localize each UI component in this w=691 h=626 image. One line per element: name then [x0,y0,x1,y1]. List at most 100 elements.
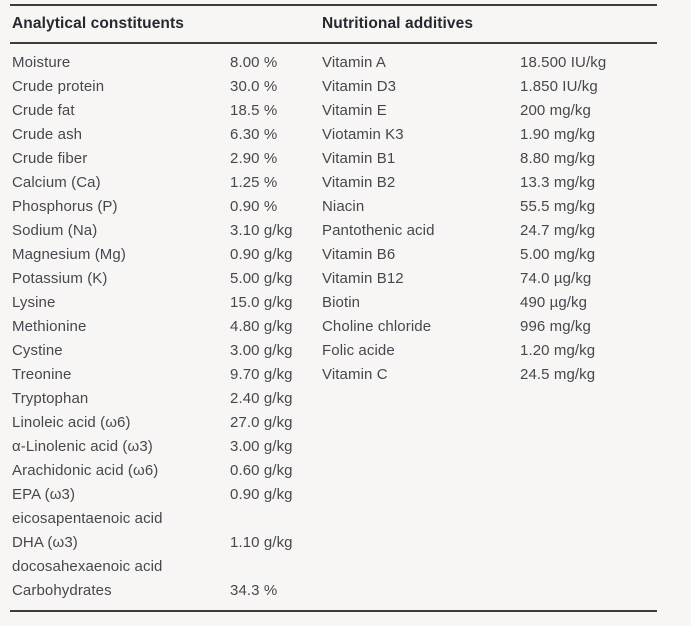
table-row: Pantothenic acid 24.7 mg/kg [322,218,657,242]
table-row: Vitamin B2 13.3 mg/kg [322,170,657,194]
additive-label: Vitamin B1 [322,149,396,167]
additive-label: Vitamin D3 [322,77,397,95]
constituent-value: 30.0 % [230,77,278,95]
constituent-label: Sodium (Na) [12,221,98,239]
constituent-value: 4.80 g/kg [230,317,293,335]
constituent-value: 1.10 g/kg [230,533,293,551]
table-row: Cystine 3.00 g/kg [10,338,322,362]
additive-label: Pantothenic acid [322,221,435,239]
table-row: DHA (ω3) 1.10 g/kg [10,530,322,554]
constituent-value: 27.0 g/kg [230,413,293,431]
constituent-label: Tryptophan [12,389,89,407]
table-row: Crude protein 30.0 % [10,74,322,98]
table-row: eicosapentaenoic acid [10,506,322,530]
analytical-constituents-column: Moisture 8.00 % Crude protein 30.0 % Cru… [10,50,322,602]
table-row: Viotamin K3 1.90 mg/kg [322,122,657,146]
additive-value: 13.3 mg/kg [520,173,596,191]
table-row: Treonine 9.70 g/kg [10,362,322,386]
constituent-label: DHA (ω3) [12,533,78,551]
additive-value: 8.80 mg/kg [520,149,596,167]
table-row: Lysine 15.0 g/kg [10,290,322,314]
additive-value: 18.500 IU/kg [520,53,607,71]
constituent-value: 2.90 % [230,149,278,167]
constituent-label: Treonine [12,365,72,383]
additive-value: 490 µg/kg [520,293,588,311]
constituent-label: Magnesium (Mg) [12,245,126,263]
additive-value: 55.5 mg/kg [520,197,596,215]
constituent-label: Crude fiber [12,149,88,167]
constituent-label: Crude protein [12,77,105,95]
constituent-label: Linoleic acid (ω6) [12,413,131,431]
constituent-label: Arachidonic acid (ω6) [12,461,159,479]
constituent-value: 18.5 % [230,101,278,119]
constituent-value: 0.60 g/kg [230,461,293,479]
column-header-analytical-constituents: Analytical constituents [12,15,184,32]
additive-value: 74.0 µg/kg [520,269,592,287]
table-row: Methionine 4.80 g/kg [10,314,322,338]
additive-label: Vitamin B2 [322,173,396,191]
constituent-value: 1.25 % [230,173,278,191]
constituent-value: 0.90 g/kg [230,485,293,503]
constituent-label: Phosphorus (P) [12,197,118,215]
constituent-value: 0.90 % [230,197,278,215]
table-row: Moisture 8.00 % [10,50,322,74]
additive-label: Biotin [322,293,361,311]
additive-label: Vitamin E [322,101,387,119]
additive-label: Vitamin B12 [322,269,404,287]
constituent-label: Crude ash [12,125,83,143]
table-row: Crude fat 18.5 % [10,98,322,122]
constituent-label: Cystine [12,341,63,359]
nutrition-table: Analytical constituents Nutritional addi… [10,4,657,612]
table-row: Vitamin A 18.500 IU/kg [322,50,657,74]
constituent-value: 3.00 g/kg [230,341,293,359]
table-row: Sodium (Na) 3.10 g/kg [10,218,322,242]
table-row: Phosphorus (P) 0.90 % [10,194,322,218]
table-row: docosahexaenoic acid [10,554,322,578]
constituent-label: Lysine [12,293,56,311]
constituent-value: 8.00 % [230,53,278,71]
table-row: Folic acide 1.20 mg/kg [322,338,657,362]
constituent-value: 6.30 % [230,125,278,143]
constituent-label: Crude fat [12,101,75,119]
additive-label: Vitamin B6 [322,245,396,263]
constituent-label: Methionine [12,317,87,335]
table-row: Choline chloride 996 mg/kg [322,314,657,338]
additive-label: Folic acide [322,341,395,359]
table-row: Vitamin D3 1.850 IU/kg [322,74,657,98]
constituent-label: eicosapentaenoic acid [12,509,163,527]
additive-label: Vitamin C [322,365,388,383]
additive-value: 1.850 IU/kg [520,77,598,95]
additive-label: Choline chloride [322,317,432,335]
table-row: Biotin 490 µg/kg [322,290,657,314]
table-row: Vitamin E 200 mg/kg [322,98,657,122]
additive-value: 996 mg/kg [520,317,591,335]
constituent-label: Carbohydrates [12,581,112,599]
constituent-label: α-Linolenic acid (ω3) [12,437,153,455]
table-body: Moisture 8.00 % Crude protein 30.0 % Cru… [10,44,657,610]
table-row: Magnesium (Mg) 0.90 g/kg [10,242,322,266]
table-row: Tryptophan 2.40 g/kg [10,386,322,410]
table-row: Crude ash 6.30 % [10,122,322,146]
table-row: Potassium (K) 5.00 g/kg [10,266,322,290]
table-row: Crude fiber 2.90 % [10,146,322,170]
column-header-nutritional-additives: Nutritional additives [322,15,474,32]
table-row: Vitamin B1 8.80 mg/kg [322,146,657,170]
table-row: Vitamin C 24.5 mg/kg [322,362,657,386]
additive-value: 5.00 mg/kg [520,245,596,263]
table-row: Calcium (Ca) 1.25 % [10,170,322,194]
additive-label: Vitamin A [322,53,386,71]
constituent-value: 3.10 g/kg [230,221,293,239]
table-row: α-Linolenic acid (ω3) 3.00 g/kg [10,434,322,458]
constituent-value: 5.00 g/kg [230,269,293,287]
table-header-row: Analytical constituents Nutritional addi… [10,6,657,44]
additive-label: Niacin [322,197,365,215]
table-row: Linoleic acid (ω6) 27.0 g/kg [10,410,322,434]
table-row: Vitamin B6 5.00 mg/kg [322,242,657,266]
constituent-value: 0.90 g/kg [230,245,293,263]
additive-value: 200 mg/kg [520,101,591,119]
constituent-label: Calcium (Ca) [12,173,101,191]
table-row: EPA (ω3) 0.90 g/kg [10,482,322,506]
table-row: Arachidonic acid (ω6) 0.60 g/kg [10,458,322,482]
constituent-value: 34.3 % [230,581,278,599]
table-row: Vitamin B12 74.0 µg/kg [322,266,657,290]
